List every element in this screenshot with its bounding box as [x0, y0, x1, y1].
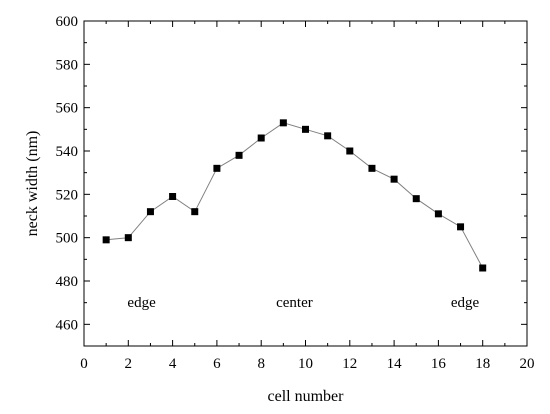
x-tick-label: 4	[169, 356, 177, 372]
data-point	[390, 175, 398, 183]
x-tick-label: 20	[520, 356, 535, 372]
y-tick-label: 540	[56, 144, 79, 160]
data-point	[213, 164, 221, 172]
data-point	[169, 193, 177, 200]
data-point	[346, 147, 354, 155]
x-tick-label: 12	[342, 356, 357, 372]
data-point	[146, 208, 154, 216]
data-point	[457, 223, 465, 231]
axis-tick-labels: 0 2 4 6 8 10 12 14 16 18 20 460 480 500 520 540 560 580 60…	[56, 14, 535, 372]
x-tick-label: 6	[213, 356, 221, 372]
data-point	[368, 164, 376, 172]
x-tick-label: 14	[387, 356, 403, 372]
annotations: edge center edge	[127, 295, 479, 311]
x-tick-label: 10	[298, 356, 313, 372]
data-point	[479, 264, 487, 272]
axis-ticks	[83, 20, 528, 347]
x-tick-label: 2	[125, 356, 133, 372]
y-axis-title: neck width (nm)	[24, 131, 41, 237]
annotation-label: center	[276, 295, 313, 311]
y-tick-label: 560	[56, 101, 79, 117]
y-tick-label: 480	[56, 274, 79, 290]
data-point	[191, 208, 199, 216]
x-tick-label: 8	[257, 356, 265, 372]
y-tick-label: 520	[56, 187, 79, 203]
data-point	[302, 125, 309, 133]
data-point	[434, 210, 442, 218]
data-point	[102, 236, 110, 244]
data-markers	[102, 119, 487, 272]
x-tick-label: 0	[80, 356, 88, 372]
data-point	[124, 234, 132, 242]
data-point	[324, 132, 332, 140]
y-tick-label: 580	[56, 57, 79, 73]
y-tick-label: 600	[56, 14, 79, 30]
x-axis-title: cell number	[268, 388, 345, 405]
annotation-label: edge	[451, 295, 480, 311]
y-tick-label: 460	[56, 317, 79, 333]
data-point	[235, 151, 243, 159]
data-point	[412, 195, 420, 203]
annotation-label: edge	[127, 295, 156, 311]
data-point	[279, 119, 287, 127]
y-tick-label: 500	[56, 231, 79, 247]
series-line	[106, 122, 484, 269]
data-point	[257, 134, 265, 142]
x-tick-label: 18	[475, 356, 490, 372]
x-tick-label: 16	[431, 356, 447, 372]
